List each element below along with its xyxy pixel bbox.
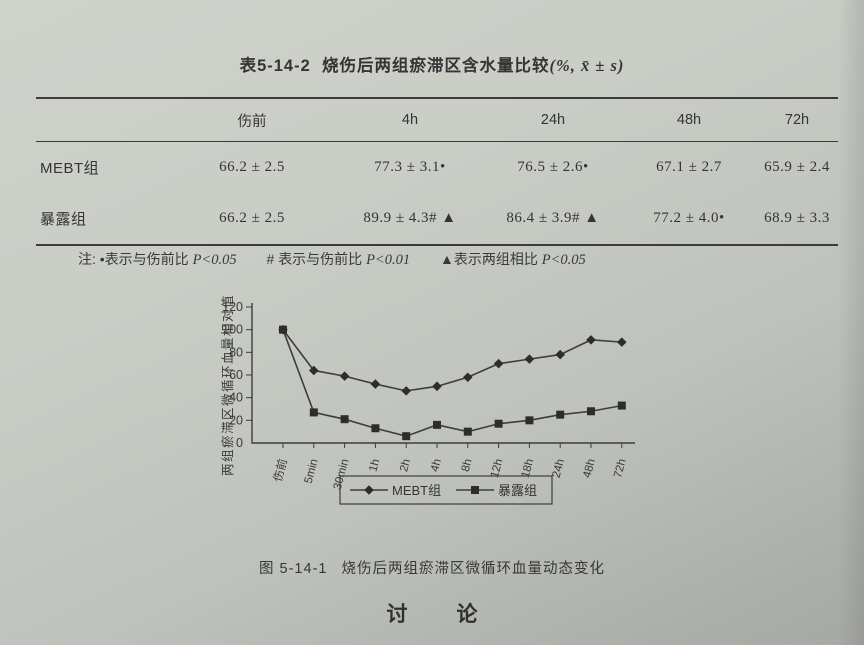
row-label-mebt: MEBT组	[40, 160, 100, 177]
svg-text:30min: 30min	[332, 458, 352, 491]
axis-ticks	[246, 306, 623, 448]
cell-mebt-48h: 67.1 ± 2.7	[656, 159, 722, 175]
svg-text:2h: 2h	[398, 458, 413, 473]
footnote-label: 注:	[78, 251, 96, 267]
cell-exposed-pre: 66.2 ± 2.5	[219, 210, 285, 226]
microcirculation-line-chart: 0 20 40 60 80 100 120 伤前 5min 30min 1h 2h 4h 8h 12h 18h…	[222, 300, 635, 505]
legend-label-暴露组: 暴露组	[498, 483, 537, 498]
col-header-pre-injury: 伤前	[168, 98, 336, 142]
p-value-1: P<0.05	[192, 252, 237, 268]
cell-exposed-24h: 86.4 ± 3.9# ▲	[506, 210, 600, 226]
axis-tick-labels: 0 20 40 60 80 100 120 伤前 5min 30min 1h 2h 4h 8h 12h 18h…	[222, 300, 629, 491]
col-header-48h: 48h	[622, 98, 756, 142]
asterisk-dot-symbol: •	[99, 251, 105, 267]
legend-label-MEBT组: MEBT组	[392, 483, 441, 498]
table-title: 表5-14-2 烧伤后两组瘀滞区含水量比较(%, x̄ ± s)	[0, 52, 864, 76]
series-MEBT组	[278, 324, 627, 396]
table-row-exposed: 暴露组 66.2 ± 2.5 89.9 ± 4.3# ▲ 86.4 ± 3.9#…	[36, 193, 838, 245]
cell-exposed-48h: 77.2 ± 4.0•	[653, 210, 725, 226]
table-row-mebt: MEBT组 66.2 ± 2.5 77.3 ± 3.1• 76.5 ± 2.6•…	[36, 142, 838, 194]
table-number: 表5-14-2	[239, 57, 311, 75]
table-title-text: 烧伤后两组瘀滞区含水量比较	[321, 57, 550, 75]
cell-mebt-72h: 65.9 ± 2.4	[764, 159, 830, 175]
footnote-item-1: •表示与伤前比 P<0.05	[99, 251, 237, 268]
footnote-item-2: # 表示与伤前比 P<0.01	[266, 251, 411, 268]
p-value-3: P<0.05	[541, 252, 586, 268]
svg-text:8h: 8h	[460, 458, 475, 473]
svg-text:80: 80	[229, 345, 243, 359]
cell-exposed-4h: 89.9 ± 4.3# ▲	[363, 210, 457, 226]
svg-text:1h: 1h	[367, 458, 382, 473]
svg-text:5min: 5min	[303, 458, 321, 485]
figure-number: 图 5-14-1	[259, 561, 328, 577]
svg-text:伤前: 伤前	[270, 457, 289, 483]
hash-symbol: #	[266, 251, 275, 267]
svg-text:40: 40	[229, 391, 243, 405]
table-footnote: 注: •表示与伤前比 P<0.05 # 表示与伤前比 P<0.01 ▲表示两组相…	[78, 249, 612, 269]
svg-text:24h: 24h	[551, 458, 568, 480]
figure-caption: 图 5-14-1 烧伤后两组瘀滞区微循环血量动态变化	[0, 557, 864, 578]
line-chart: 0 20 40 60 80 100 120 伤前 5min 30min 1h 2h 4h 8h 12h 18h…	[210, 290, 680, 535]
svg-text:20: 20	[229, 413, 243, 427]
svg-text:120: 120	[222, 300, 243, 314]
footnote-text-3: 表示两组相比	[453, 251, 538, 267]
cell-mebt-4h: 77.3 ± 3.1•	[374, 159, 446, 175]
col-header-4h: 4h	[336, 98, 484, 142]
table-title-stat: (%, x̄ ± s)	[549, 56, 625, 75]
svg-text:4h: 4h	[429, 458, 444, 473]
triangle-symbol: ▲	[440, 251, 454, 267]
footnote-text-2: 表示与伤前比	[278, 251, 363, 267]
col-header-24h: 24h	[484, 98, 622, 142]
svg-text:0: 0	[236, 436, 243, 450]
chart-legend: MEBT组 暴露组	[339, 475, 553, 505]
p-value-2: P<0.01	[366, 252, 411, 268]
section-heading-discussion: 讨 论	[386, 603, 492, 626]
series-暴露组	[279, 325, 626, 441]
cell-mebt-24h: 76.5 ± 2.6•	[517, 159, 589, 175]
cell-mebt-pre: 66.2 ± 2.5	[219, 159, 285, 175]
water-content-table: 伤前 4h 24h 48h 72h MEBT组 66.2 ± 2.5 77.3 …	[36, 97, 838, 246]
cell-exposed-72h: 68.9 ± 3.3	[764, 210, 830, 226]
col-header-group	[36, 98, 168, 142]
chart-axes	[251, 303, 635, 444]
table-header-row: 伤前 4h 24h 48h 72h	[36, 98, 838, 142]
svg-text:18h: 18h	[520, 458, 537, 480]
svg-text:12h: 12h	[489, 458, 506, 480]
svg-text:72h: 72h	[612, 458, 629, 480]
svg-text:60: 60	[229, 368, 243, 382]
figure-caption-text: 烧伤后两组瘀滞区微循环血量动态变化	[341, 561, 605, 577]
svg-text:48h: 48h	[581, 458, 598, 480]
footnote-item-3: ▲表示两组相比 P<0.05	[440, 251, 586, 268]
svg-text:100: 100	[222, 323, 243, 337]
col-header-72h: 72h	[756, 98, 838, 142]
row-label-exposed: 暴露组	[40, 211, 87, 228]
footnote-text-1: 表示与伤前比	[104, 251, 189, 267]
